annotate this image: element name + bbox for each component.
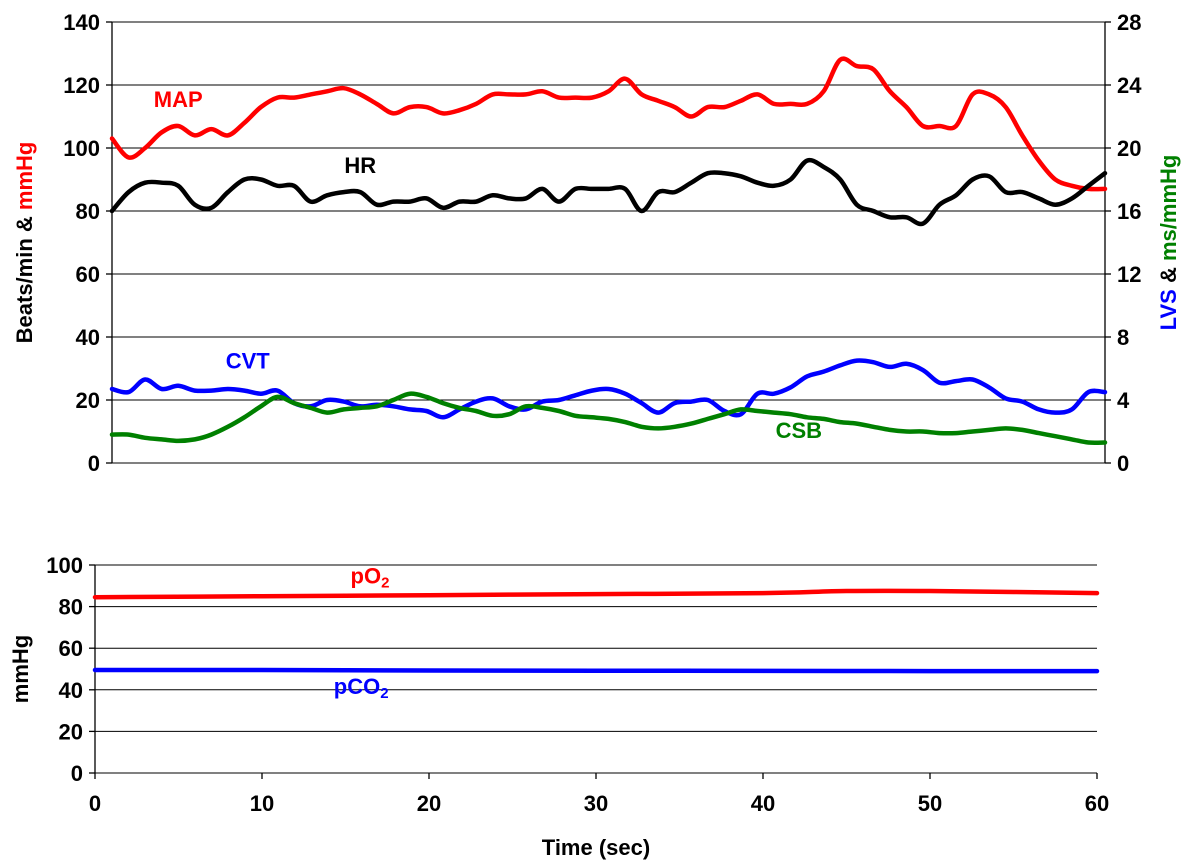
series-line-cvt	[109, 358, 1108, 420]
x-tick-label: 20	[417, 791, 441, 816]
y2-tick-label: 16	[1117, 199, 1141, 224]
y-tick-label: 0	[88, 451, 100, 476]
y2-tick-label: 4	[1117, 388, 1130, 413]
series-label-csb: CSB	[776, 418, 822, 443]
x-tick-label: 10	[250, 791, 274, 816]
y-tick-label: 100	[46, 553, 83, 578]
y2-tick-label: 28	[1117, 10, 1141, 35]
series-line-csb	[109, 391, 1108, 445]
series-label-map: MAP	[154, 87, 203, 112]
top-left-axis-label: Beats/min & mmHg	[12, 142, 37, 344]
y-tick-label: 0	[71, 761, 83, 786]
y-tick-label: 80	[59, 595, 83, 620]
top-series	[109, 56, 1108, 445]
x-axis-label: Time (sec)	[542, 835, 650, 860]
y-tick-label: 100	[63, 136, 100, 161]
axis-label-part: ms/mmHg	[1156, 155, 1181, 261]
x-tick-label: 0	[89, 791, 101, 816]
top-left-tick-labels: 0 20 40 60 80 100 120 140	[63, 10, 112, 476]
series-label-pco2: pCO2	[334, 674, 389, 702]
y2-tick-label: 24	[1117, 73, 1142, 98]
axis-label-part: mmHg	[12, 142, 37, 210]
bottom-y-tick-labels: 0 20 40 60 80 100	[46, 553, 95, 786]
axis-label-part: LVS	[1156, 289, 1181, 330]
series-label-cvt: CVT	[226, 349, 271, 374]
y-tick-label: 80	[76, 199, 100, 224]
y-tick-label: 20	[76, 388, 100, 413]
series-label-po2: pO2	[351, 564, 390, 592]
y2-tick-label: 12	[1117, 262, 1141, 287]
y2-tick-label: 0	[1117, 451, 1129, 476]
y2-tick-label: 8	[1117, 325, 1129, 350]
top-right-axis-label: LVS & ms/mmHg	[1156, 155, 1181, 331]
x-tick-label: 60	[1085, 791, 1109, 816]
series-line-po2	[92, 588, 1100, 600]
y-tick-label: 60	[59, 636, 83, 661]
x-tick-label: 30	[584, 791, 608, 816]
top-chart: 0 20 40 60 80 100 120 140 0 4 8 12 16 20 24 28 Beats/min…	[12, 10, 1181, 476]
series-line-hr	[109, 157, 1108, 227]
label-subscript: 2	[381, 575, 389, 592]
bottom-series	[92, 588, 1100, 674]
top-series-labels: MAP HR CVT CSB	[154, 87, 822, 443]
axis-label-part: &	[1156, 261, 1181, 289]
axis-label-part: Beats/min &	[12, 210, 37, 343]
y2-tick-label: 20	[1117, 136, 1141, 161]
series-line-map	[109, 56, 1108, 192]
label-base: pCO	[334, 674, 380, 699]
top-gridlines	[112, 21, 1105, 464]
label-base: pO	[351, 564, 382, 589]
y-tick-label: 60	[76, 262, 100, 287]
y-tick-label: 40	[76, 325, 100, 350]
bottom-x-tick-labels: 0 10 20 30 40 50 60	[89, 773, 1109, 816]
top-right-tick-labels: 0 4 8 12 16 20 24 28	[1105, 10, 1142, 476]
bottom-chart: 0 20 40 60 80 100 0 10 20 30 40 50 60 mmHg Time (sec) p…	[8, 553, 1109, 860]
y-tick-label: 20	[59, 719, 83, 744]
x-tick-label: 50	[918, 791, 942, 816]
y-tick-label: 140	[63, 10, 100, 35]
series-label-hr: HR	[344, 153, 376, 178]
label-subscript: 2	[380, 685, 388, 702]
x-tick-label: 40	[751, 791, 775, 816]
bottom-y-axis-label: mmHg	[8, 635, 33, 703]
y-tick-label: 40	[59, 678, 83, 703]
series-line-pco2	[92, 667, 1100, 674]
y-tick-label: 120	[63, 73, 100, 98]
